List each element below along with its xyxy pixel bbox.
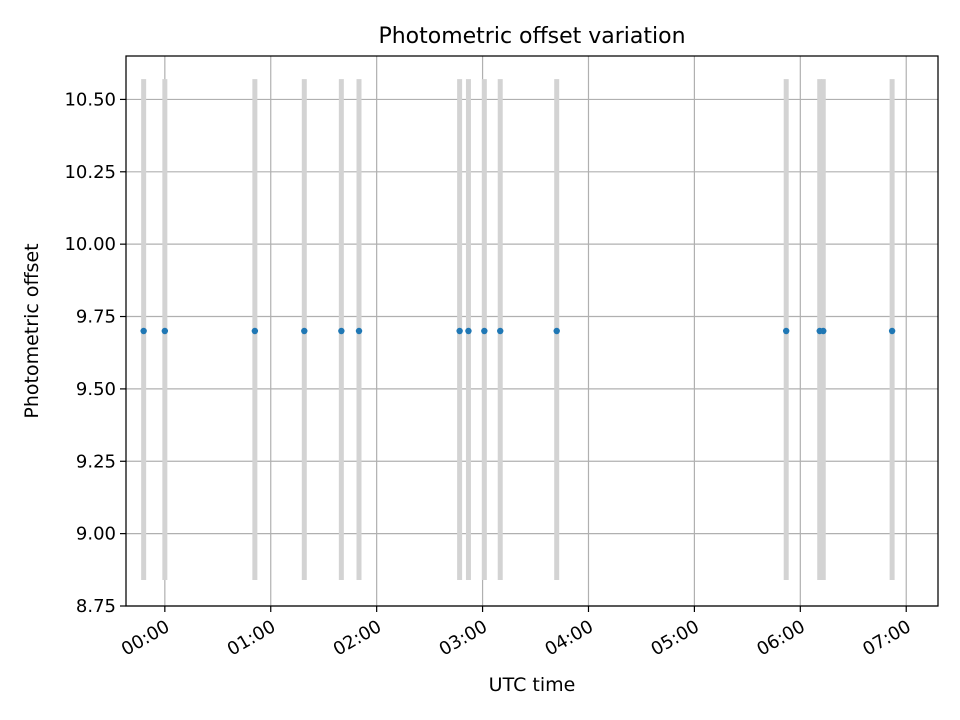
data-point: [782, 327, 790, 335]
y-tick-label: 9.75: [76, 307, 116, 328]
data-point: [553, 327, 560, 335]
y-tick-label: 10.50: [64, 89, 116, 110]
data-point: [355, 327, 363, 335]
y-tick-label: 8.75: [76, 596, 116, 617]
data-point: [301, 327, 308, 335]
data-point: [338, 327, 345, 335]
plot-frame: [125, 55, 939, 607]
x-axis-label: UTC time: [489, 674, 576, 696]
data-point: [161, 327, 169, 335]
data-points: [140, 327, 896, 335]
data-point: [820, 327, 827, 335]
chart-title: Photometric offset variation: [378, 24, 685, 49]
data-point: [888, 327, 896, 335]
data-point: [140, 327, 147, 335]
data-point: [497, 327, 504, 335]
data-point: [251, 327, 259, 335]
y-tick-label: 9.50: [76, 379, 116, 400]
y-tick-label: 9.25: [76, 451, 116, 472]
y-axis-label: Photometric offset: [21, 243, 43, 418]
data-point: [481, 327, 488, 335]
y-tick-label: 10.25: [64, 162, 116, 183]
data-point: [465, 327, 472, 335]
y-axis-ticks: 8.75 9.00 9.25 9.50 9.75 10.00 10.25 10.50: [64, 89, 126, 617]
y-tick-label: 9.00: [76, 524, 116, 545]
data-point: [456, 327, 463, 335]
y-tick-label: 10.00: [64, 234, 116, 255]
